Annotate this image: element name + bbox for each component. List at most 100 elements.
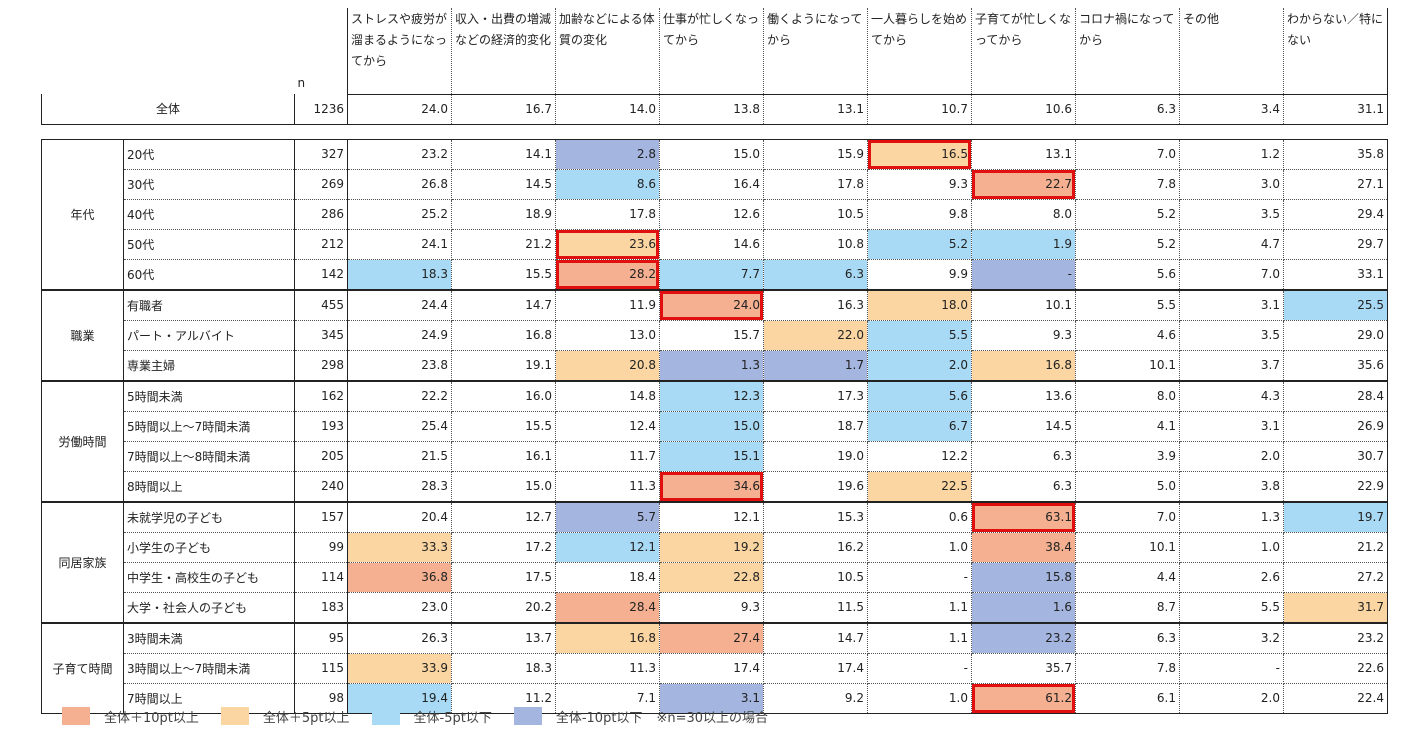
value-cell: 19.0 (763, 441, 868, 472)
value-cell: 38.4 (971, 532, 1076, 563)
value-cell: 15.3 (763, 501, 868, 533)
value-cell: 10.8 (763, 229, 868, 260)
row-label: 中学生・高校生の子ども (123, 562, 295, 593)
value-cell: 1.0 (867, 532, 972, 563)
value-cell: 5.2 (1075, 199, 1180, 230)
value-cell: 35.7 (971, 653, 1076, 684)
value-cell: 28.4 (555, 592, 660, 623)
value-cell: 9.8 (867, 199, 972, 230)
group-label: 職業 (41, 289, 124, 381)
row-n: 95 (294, 622, 348, 654)
header-blank (42, 8, 295, 94)
group-label: 労働時間 (41, 380, 124, 502)
value-cell: 8.0 (1075, 380, 1180, 412)
column-header: 収入・出費の増減などの経済的変化 (451, 8, 556, 95)
value-cell: 7.7 (659, 259, 764, 290)
value-cell: 29.0 (1283, 320, 1388, 351)
row-label: 7時間以上～8時間未満 (123, 441, 295, 472)
row-label: 5時間未満 (123, 380, 295, 412)
table-row: 5時間以上～7時間未満 193 25.4 15.5 12.4 15.0 18.7 6.7 14.… (42, 411, 1388, 442)
table-row: 7時間以上～8時間未満 205 21.5 16.1 11.7 15.1 19.0 12.2 6.… (42, 441, 1388, 472)
value-cell: 12.1 (659, 501, 764, 533)
value-cell: 12.3 (659, 380, 764, 412)
crosstab-table: n ストレスや疲労が溜まるようになってから 収入・出費の増減などの経済的変化 加… (41, 8, 1388, 714)
value-cell: 15.1 (659, 441, 764, 472)
row-n: 345 (294, 320, 348, 351)
value-cell: 35.6 (1283, 350, 1388, 381)
column-header: その他 (1179, 8, 1284, 95)
legend-note: ※n=30以上の場合 (656, 710, 769, 726)
value-cell: 29.4 (1283, 199, 1388, 230)
value-cell: 2.6 (1179, 562, 1284, 593)
row-label: 7時間以上 (123, 683, 295, 714)
value-cell: 14.7 (451, 289, 556, 321)
row-label: 40代 (123, 199, 295, 230)
value-cell: 6.3 (763, 259, 868, 290)
value-cell: 14.5 (971, 411, 1076, 442)
value-cell: 13.6 (971, 380, 1076, 412)
total-value: 31.1 (1283, 94, 1388, 125)
value-cell: 11.5 (763, 592, 868, 623)
value-cell: 4.3 (1179, 380, 1284, 412)
value-cell: 17.4 (659, 653, 764, 684)
value-cell: 16.1 (451, 441, 556, 472)
total-value: 14.0 (555, 94, 660, 125)
legend-swatch (371, 707, 400, 725)
value-cell: 3.2 (1179, 622, 1284, 654)
row-n: 142 (294, 259, 348, 290)
table-row: 40代 286 25.2 18.9 17.8 12.6 10.5 9.8 8.0 5.2 3.5 29… (42, 199, 1388, 230)
value-cell: 3.1 (659, 683, 764, 714)
total-value: 24.0 (347, 94, 452, 125)
column-header: わからない／特にない (1283, 8, 1388, 95)
value-cell: 12.1 (555, 532, 660, 563)
row-n: 162 (294, 380, 348, 412)
value-cell: 4.4 (1075, 562, 1180, 593)
group-label: 同居家族 (41, 501, 124, 623)
value-cell: 22.9 (1283, 471, 1388, 502)
value-cell: 8.7 (1075, 592, 1180, 623)
value-cell: 18.4 (555, 562, 660, 593)
total-value: 10.7 (867, 94, 972, 125)
value-cell: 11.7 (555, 441, 660, 472)
value-cell: 19.7 (1283, 501, 1388, 533)
value-cell: 14.5 (451, 169, 556, 200)
value-cell: 22.5 (867, 471, 972, 502)
value-cell: 21.2 (451, 229, 556, 260)
value-cell: 13.0 (555, 320, 660, 351)
value-cell: 17.8 (763, 169, 868, 200)
value-cell: 25.4 (347, 411, 452, 442)
value-cell: 61.2 (971, 683, 1076, 714)
value-cell: 7.0 (1075, 501, 1180, 533)
value-cell: 12.2 (867, 441, 972, 472)
group-label: 年代 (41, 138, 124, 290)
row-n: 114 (294, 562, 348, 593)
legend-label: 全体-5pt以下 (413, 710, 492, 726)
value-cell: 10.1 (971, 289, 1076, 321)
value-cell: 5.7 (555, 501, 660, 533)
value-cell: 2.0 (1179, 441, 1284, 472)
value-cell: 21.5 (347, 441, 452, 472)
value-cell: 31.7 (1283, 592, 1388, 623)
value-cell: 14.8 (555, 380, 660, 412)
value-cell: 36.8 (347, 562, 452, 593)
legend-label: 全体-10pt以下 (555, 710, 643, 726)
table-row: 60代 142 18.3 15.5 28.2 7.7 6.3 9.9-5.6 7.0 33.1 (42, 259, 1388, 290)
column-header: 仕事が忙しくなってから (659, 8, 764, 95)
value-cell: 4.7 (1179, 229, 1284, 260)
legend-swatch (220, 707, 249, 725)
column-header: 加齢などによる体質の変化 (555, 8, 660, 95)
table-row: 同居家族 未就学児の子ども 157 20.4 12.7 5.7 12.1 15.3 0.6 63.… (41, 501, 1388, 623)
value-cell: - (867, 562, 972, 593)
value-cell: 18.3 (451, 653, 556, 684)
value-cell: 15.8 (971, 562, 1076, 593)
table-row: 専業主婦 298 23.8 19.1 20.8 1.3 1.7 2.0 16.8 10.1 3.7 3… (42, 350, 1388, 381)
row-n: 183 (294, 592, 348, 623)
value-cell: 24.1 (347, 229, 452, 260)
value-cell: 18.0 (867, 289, 972, 321)
row-n: 98 (294, 683, 348, 714)
value-cell: 3.1 (1179, 289, 1284, 321)
row-label: 有職者 (123, 289, 295, 321)
value-cell: 8.6 (555, 169, 660, 200)
value-cell: 17.5 (451, 562, 556, 593)
value-cell: 24.9 (347, 320, 452, 351)
